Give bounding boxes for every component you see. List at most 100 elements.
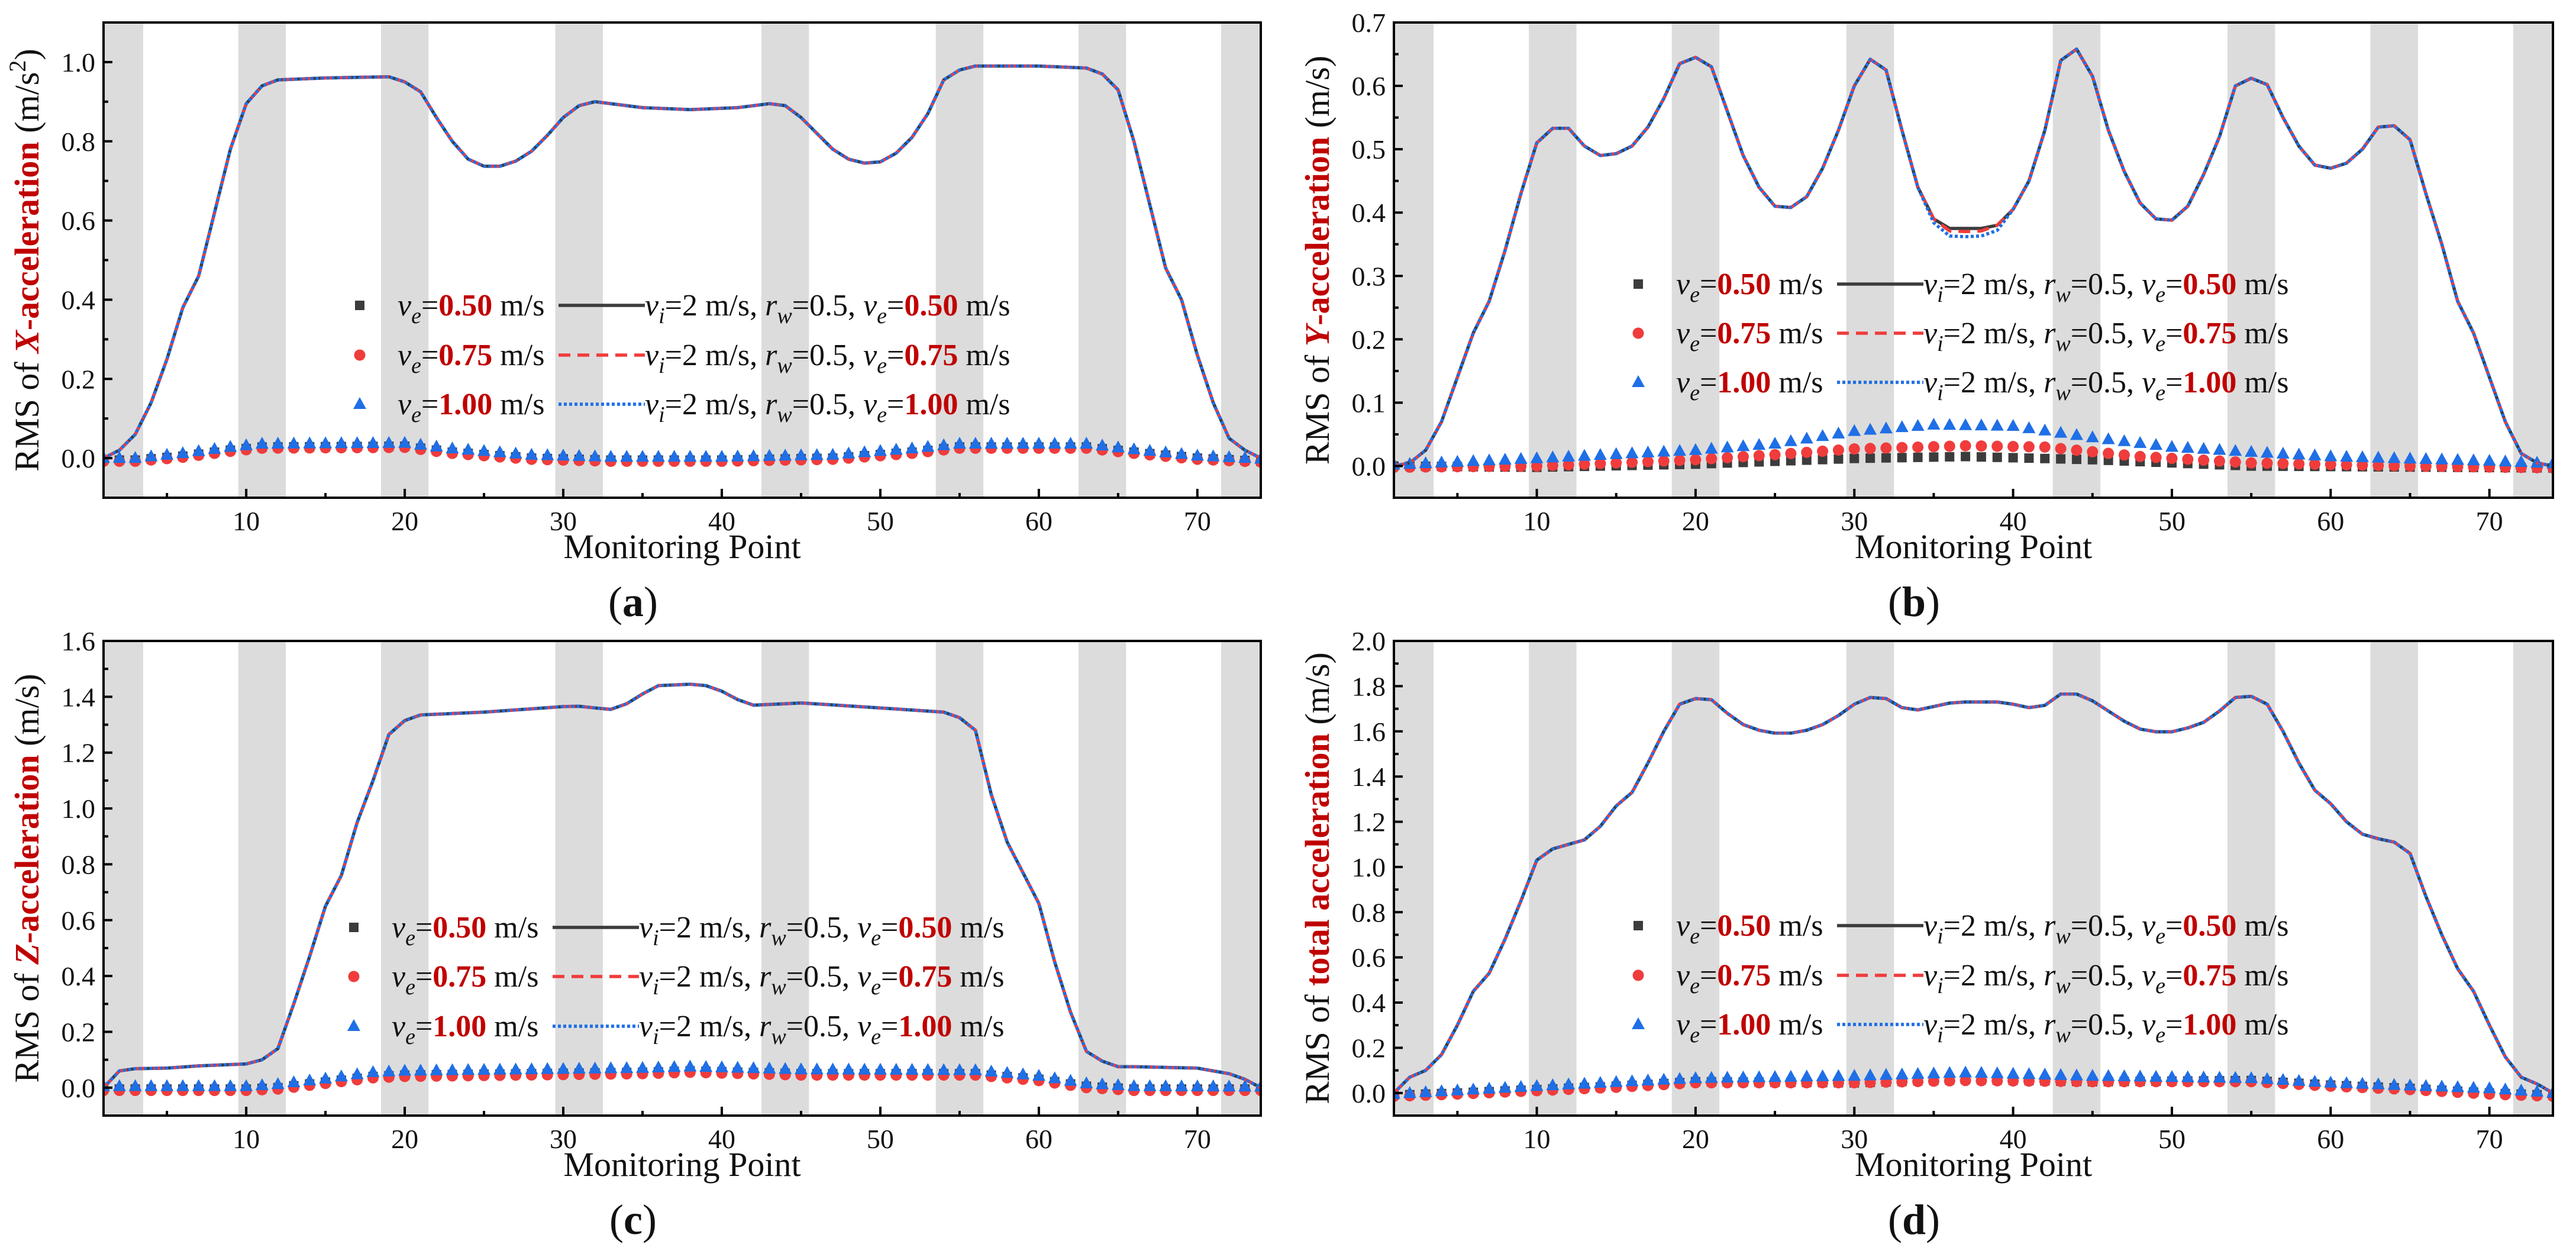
legend-line-label-part: e bbox=[2155, 974, 2165, 998]
scatter-point bbox=[2341, 459, 2352, 471]
x-tick-label: 50 bbox=[867, 1124, 894, 1154]
y-tick-label: 1.0 bbox=[1352, 852, 1386, 882]
scatter-point bbox=[937, 1063, 951, 1075]
scatter-point bbox=[2117, 434, 2131, 446]
legend-marker-label-part: m/s bbox=[1771, 268, 1823, 301]
scatter-point bbox=[1927, 417, 1941, 430]
scatter-point bbox=[2357, 459, 2368, 471]
legend-line-label-part: =0.5, bbox=[2071, 1008, 2142, 1042]
scatter-point bbox=[1912, 441, 1924, 453]
scatter-point bbox=[2387, 451, 2401, 463]
scatter-point bbox=[2197, 442, 2210, 454]
scatter-point bbox=[1705, 442, 1718, 454]
scatter-point bbox=[366, 436, 380, 448]
scatter-point bbox=[1848, 1069, 1861, 1081]
legend-line-label-part: = bbox=[881, 960, 898, 994]
scatter-point bbox=[1689, 443, 1702, 455]
scatter-point bbox=[779, 1062, 792, 1074]
scatter-point bbox=[240, 438, 253, 450]
scatter-point bbox=[176, 1079, 189, 1091]
legend-line-label-part: = bbox=[2165, 366, 2183, 399]
scatter-point bbox=[1706, 453, 1718, 465]
shaded-band bbox=[1671, 641, 1720, 1116]
scatter-point bbox=[1817, 445, 1829, 457]
scatter-point bbox=[1000, 1066, 1014, 1078]
legend-marker-label-part: 0.75 bbox=[1717, 317, 1771, 350]
legend-marker-label-part: m/s bbox=[492, 289, 544, 323]
y-tick-label: 1.0 bbox=[62, 47, 96, 78]
scatter-point bbox=[160, 1079, 174, 1091]
scatter-point bbox=[334, 1069, 348, 1082]
legend-marker-label: ve=0.75 m/s bbox=[398, 339, 544, 378]
scatter-point bbox=[1127, 1079, 1141, 1091]
legend-line-label-part: m/s bbox=[958, 289, 1010, 323]
legend-line-label-part: e bbox=[2155, 924, 2165, 949]
y-tick-label: 0.6 bbox=[1352, 943, 1386, 973]
scatter-point bbox=[1864, 1068, 1877, 1081]
scatter-series-triangle bbox=[1394, 1065, 2553, 1099]
scatter-point bbox=[1435, 455, 1448, 468]
scatter-point bbox=[1206, 1079, 1220, 1092]
y-axis-title-part: RMS of bbox=[8, 965, 46, 1083]
scatter-point bbox=[1785, 447, 1797, 459]
scatter-point bbox=[1657, 444, 1671, 457]
legend: ve=0.50 m/s vi=2 m/s, rw=0.5, ve=0.50 m/s… bbox=[1632, 909, 2289, 1048]
scatter-point bbox=[604, 1061, 618, 1074]
scatter-point bbox=[112, 1079, 126, 1091]
legend-line-label-part: w bbox=[2055, 331, 2071, 356]
y-axis-title-part: (m/s) bbox=[1298, 652, 1337, 733]
scatter-point bbox=[2308, 448, 2322, 460]
scatter-point bbox=[2325, 459, 2336, 471]
x-tick-label: 30 bbox=[1841, 506, 1868, 536]
scatter-point bbox=[1563, 459, 1574, 471]
y-axis-title-part: (m/s) bbox=[8, 673, 46, 755]
scatter-point bbox=[1800, 1069, 1813, 1082]
scatter-point bbox=[287, 436, 301, 449]
legend-line-label-part: r bbox=[2044, 268, 2056, 301]
y-axis-title: RMS of X-acceleration (m/s2) bbox=[4, 49, 46, 471]
legend-line-label-part: m/s bbox=[2236, 1008, 2288, 1042]
scatter-point bbox=[1832, 426, 1845, 439]
scatter-point bbox=[2498, 454, 2512, 466]
scatter-point bbox=[1975, 1075, 1987, 1087]
y-tick-label: 1.8 bbox=[1352, 671, 1386, 701]
scatter-point bbox=[1753, 450, 1765, 462]
scatter-point bbox=[2355, 450, 2369, 462]
scatter-point bbox=[350, 436, 364, 449]
scatter-point bbox=[1736, 1070, 1750, 1082]
legend-marker-label-part: 0.50 bbox=[438, 289, 492, 323]
legend-line-label-part: i bbox=[1937, 1023, 1944, 1048]
scatter-point bbox=[794, 1062, 808, 1075]
legend-line-label-part: =0.5, bbox=[786, 960, 857, 994]
scatter-point bbox=[1547, 459, 1558, 471]
scatter-point bbox=[2213, 455, 2225, 467]
x-tick-label: 20 bbox=[391, 506, 418, 536]
legend-marker-label-part: 0.75 bbox=[438, 339, 492, 372]
shaded-band bbox=[380, 22, 429, 498]
scatter-point bbox=[905, 1063, 919, 1075]
legend-line-label-part: m/s bbox=[2236, 317, 2288, 350]
scatter-point bbox=[2229, 444, 2242, 456]
scatter-point bbox=[2276, 446, 2290, 459]
scatter-point bbox=[1096, 1077, 1109, 1090]
scatter-point bbox=[1562, 449, 1576, 462]
scatter-point bbox=[2419, 1079, 2433, 1091]
shaded-band bbox=[1529, 641, 1577, 1116]
scatter-point bbox=[1720, 440, 1734, 453]
legend-line-label-part: v bbox=[2142, 1008, 2156, 1042]
legend-marker-label-part: v bbox=[1676, 268, 1690, 301]
scatter-point bbox=[2340, 1076, 2354, 1088]
legend-line-label-part: e bbox=[871, 926, 881, 950]
legend-line-label-part: = bbox=[2165, 1008, 2183, 1042]
legend-line-label-part: =0.5, bbox=[2071, 959, 2142, 992]
legend-line-label-part: i bbox=[658, 402, 665, 427]
legend-line-label-part: i bbox=[1937, 974, 1944, 998]
shaded-band bbox=[1221, 22, 1261, 498]
legend-line-label-part: m/s bbox=[2236, 366, 2288, 399]
legend-line-label-part: = bbox=[887, 289, 904, 323]
legend-line-label-part: e bbox=[877, 304, 887, 328]
legend-line-label-part: v bbox=[1923, 317, 1938, 350]
y-axis-title-part: RMS of bbox=[8, 353, 46, 472]
scatter-point bbox=[2038, 1068, 2052, 1080]
legend-marker-label-part: = bbox=[415, 960, 432, 994]
